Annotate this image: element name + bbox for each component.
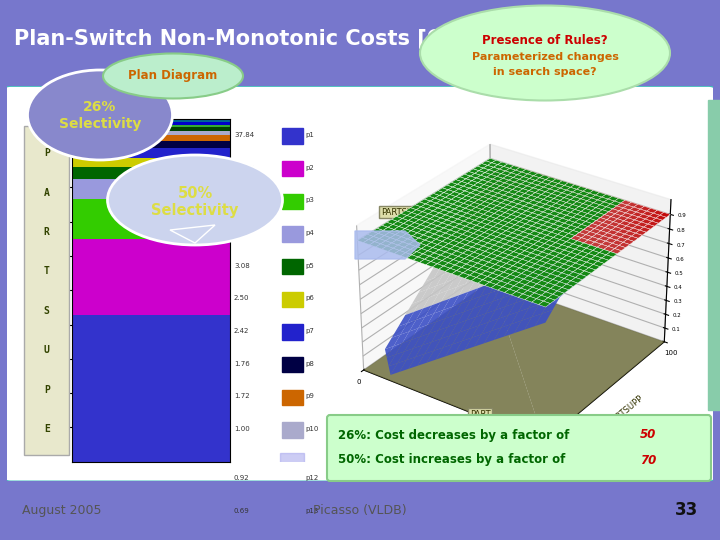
Text: 26%: 26%: [84, 100, 117, 114]
Ellipse shape: [420, 5, 670, 100]
Text: 10.42: 10.42: [234, 198, 254, 204]
Text: 0.69: 0.69: [234, 508, 250, 514]
Y-axis label: PARTSUPP: PARTSUPP: [606, 394, 644, 428]
Bar: [72, 158, 230, 167]
X-axis label: PART: PART: [428, 425, 449, 434]
Text: P: P: [44, 384, 50, 395]
Text: p7: p7: [305, 328, 314, 334]
Bar: [72, 141, 230, 148]
Bar: [72, 127, 230, 131]
Text: 0.92: 0.92: [234, 475, 250, 481]
Ellipse shape: [27, 70, 173, 160]
Text: p1: p1: [305, 132, 314, 138]
Bar: [282, 389, 302, 405]
Text: 2.42: 2.42: [234, 328, 249, 334]
Text: 50: 50: [640, 429, 656, 442]
Text: PART: PART: [470, 410, 490, 419]
Text: 5.16: 5.16: [234, 230, 250, 236]
Text: Parameterized changes: Parameterized changes: [472, 52, 618, 62]
Bar: [282, 193, 302, 209]
Bar: [282, 259, 302, 274]
Text: 37.84: 37.84: [234, 132, 254, 138]
Text: 1.72: 1.72: [234, 393, 250, 400]
Bar: [279, 453, 305, 467]
Bar: [282, 536, 302, 540]
Text: August 2005: August 2005: [22, 504, 101, 517]
Text: 33: 33: [675, 501, 698, 519]
Bar: [282, 226, 302, 242]
Bar: [72, 167, 230, 179]
Text: 26%: Cost decreases by a factor of: 26%: Cost decreases by a factor of: [338, 429, 574, 442]
Text: Plan-Switch Non-Monotonic Costs [Q2, Opt A]: Plan-Switch Non-Monotonic Costs [Q2, Opt…: [14, 29, 550, 49]
Text: P: P: [44, 148, 50, 158]
Bar: [72, 122, 230, 125]
Text: A: A: [44, 187, 50, 198]
Bar: [72, 131, 230, 134]
Bar: [72, 134, 230, 141]
FancyBboxPatch shape: [4, 85, 716, 483]
Bar: [282, 357, 302, 372]
Text: p10: p10: [305, 426, 318, 432]
Text: 70: 70: [640, 454, 656, 467]
Text: PARTSUPP: PARTSUPP: [381, 208, 423, 217]
Bar: [282, 292, 302, 307]
Text: U: U: [44, 345, 50, 355]
Bar: [282, 161, 302, 177]
Text: T: T: [44, 266, 50, 276]
Text: 19.70: 19.70: [234, 165, 254, 171]
Text: p4: p4: [305, 230, 314, 236]
Bar: [708, 100, 720, 410]
Text: Selectivity: Selectivity: [151, 202, 239, 218]
Bar: [282, 422, 302, 437]
Text: 50%: Cost increases by a factor of: 50%: Cost increases by a factor of: [338, 454, 570, 467]
FancyBboxPatch shape: [327, 415, 711, 481]
Text: Presence of Rules?: Presence of Rules?: [482, 33, 608, 46]
Text: p8: p8: [305, 361, 314, 367]
Bar: [72, 148, 230, 158]
Text: 1.00: 1.00: [234, 426, 250, 432]
Text: p2: p2: [305, 165, 314, 171]
Text: p6: p6: [305, 295, 314, 301]
Bar: [282, 471, 302, 487]
Ellipse shape: [107, 155, 282, 245]
FancyBboxPatch shape: [24, 126, 69, 455]
Bar: [72, 120, 230, 122]
Text: R: R: [44, 227, 50, 237]
FancyArrow shape: [355, 231, 420, 259]
Text: 2.50: 2.50: [234, 295, 250, 301]
Text: p13: p13: [305, 508, 318, 514]
Text: p5: p5: [305, 263, 314, 269]
Text: S: S: [44, 306, 50, 316]
Bar: [282, 324, 302, 340]
Bar: [72, 239, 230, 315]
Bar: [282, 129, 302, 144]
Bar: [72, 125, 230, 127]
Text: Picasso (VLDB): Picasso (VLDB): [313, 504, 407, 517]
Polygon shape: [170, 225, 215, 243]
Bar: [72, 119, 230, 120]
Text: p3: p3: [305, 198, 314, 204]
Bar: [72, 199, 230, 239]
Ellipse shape: [103, 53, 243, 98]
Bar: [72, 179, 230, 199]
Text: 50%: 50%: [177, 186, 212, 200]
Text: E: E: [44, 424, 50, 434]
Text: p9: p9: [305, 393, 314, 400]
Text: 1.76: 1.76: [234, 361, 250, 367]
Text: Selectivity: Selectivity: [59, 117, 141, 131]
Bar: [72, 315, 230, 462]
Bar: [282, 504, 302, 519]
Text: in search space?: in search space?: [493, 67, 597, 77]
Text: 3.08: 3.08: [234, 263, 250, 269]
Text: Plan Diagram: Plan Diagram: [128, 70, 217, 83]
Text: p12: p12: [305, 475, 318, 481]
